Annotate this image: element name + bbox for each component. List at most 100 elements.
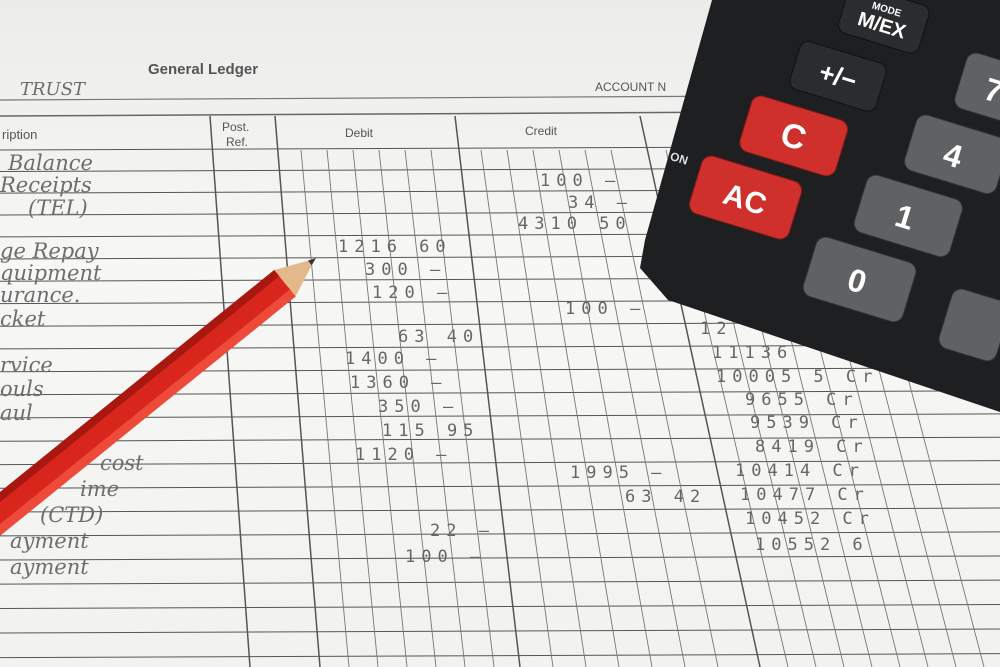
- credit-entry: 34 —: [568, 193, 633, 213]
- header-credit: Credit: [525, 124, 558, 138]
- description-entry: Receipts: [0, 173, 92, 197]
- description-entry: ayment: [10, 555, 89, 579]
- description-entry: ge Repay: [0, 239, 100, 263]
- clear-key[interactable]: C: [737, 94, 850, 179]
- key-1[interactable]: 1: [852, 173, 965, 260]
- debit-entry: 350 —: [378, 397, 459, 417]
- row-line: [0, 413, 1000, 419]
- calculator: MODE M/EX +/− C AC ON 7 4: [640, 0, 1000, 412]
- description-entry: Balance: [7, 151, 93, 175]
- description-entry: ouls: [0, 377, 44, 401]
- debit-entry: 1400 —: [345, 349, 442, 369]
- row-line: [0, 555, 1000, 561]
- balance-entry: 8419 Cr: [755, 437, 869, 457]
- ledger-grid: [0, 95, 1000, 667]
- row-line: [0, 436, 1000, 442]
- description-entry: urance.: [0, 283, 80, 307]
- credit-entry: 100 —: [565, 299, 646, 319]
- row-line: [0, 460, 1000, 466]
- credit-entry: 1995 —: [570, 463, 667, 483]
- account-number-label: ACCOUNT N: [595, 80, 666, 94]
- balance-entry: 9655 Cr: [745, 390, 859, 410]
- key-decimal[interactable]: [937, 287, 1000, 364]
- balance-entry: 11136: [712, 343, 793, 363]
- row-line: [0, 653, 1000, 659]
- pencil-graphite-tip: [307, 258, 316, 266]
- balance-entry: 12: [700, 319, 732, 339]
- debit-entry: 1120 —: [355, 445, 452, 465]
- account-name: TRUST: [20, 79, 87, 100]
- all-clear-key[interactable]: AC: [687, 154, 804, 242]
- pencil-wood-tip: [274, 260, 312, 297]
- debit-column: 1216 60 300 — 120 — 63 40 1400 — 1360 — …: [338, 237, 495, 567]
- description-column: Balance Receipts (TEL) ge Repay quipment…: [0, 151, 144, 579]
- digit-line: [584, 149, 686, 667]
- debit-entry: 1216 60: [338, 237, 452, 257]
- red-pencil: [0, 258, 316, 561]
- description-entry: quipment: [0, 261, 102, 285]
- row-line: [0, 579, 1000, 585]
- debit-entry: 115 95: [382, 421, 479, 441]
- key-7[interactable]: 7: [952, 51, 1000, 133]
- header-rule: [0, 95, 761, 101]
- digit-line: [558, 149, 653, 667]
- debit-entry: 1360 —: [350, 373, 447, 393]
- digit-line: [300, 149, 350, 667]
- sign-toggle-key[interactable]: +/−: [788, 39, 889, 113]
- digit-line: [480, 149, 554, 667]
- digit-line: [506, 149, 587, 667]
- debit-entry: 120 —: [372, 283, 453, 303]
- balance-column: 12 11136 10005 5 Cr 9655 Cr 9539 Cr 8419…: [700, 319, 878, 555]
- digit-line: [352, 149, 408, 667]
- description-entry: ime: [80, 477, 119, 501]
- digit-line: [610, 149, 719, 667]
- ledger-title: General Ledger: [148, 61, 258, 78]
- row-line: [0, 507, 1000, 513]
- digit-line: [404, 149, 466, 667]
- row-line: [0, 604, 1000, 609]
- header-description: ription: [2, 127, 37, 142]
- row-line: [0, 628, 1000, 634]
- key-4[interactable]: 4: [902, 113, 1000, 197]
- balance-entry: 9539 Cr: [750, 413, 864, 433]
- debit-entry: 100 —: [405, 547, 486, 567]
- debit-entry: 63 40: [398, 327, 479, 347]
- digit-line: [326, 149, 379, 667]
- balance-entry: 10414 Cr: [735, 461, 865, 481]
- credit-column: 100 — 34 — 4310 50 100 — 1995 — 63 42: [518, 171, 706, 507]
- credit-entry: 63 42: [625, 487, 706, 507]
- pencil-body: [0, 269, 296, 561]
- header-rule: [0, 111, 761, 117]
- debit-entry: 22 —: [430, 521, 495, 541]
- header-debit: Debit: [345, 126, 374, 140]
- balance-entry: 10005 5 Cr: [716, 367, 878, 387]
- mode-mex-key[interactable]: MODE M/EX: [836, 0, 931, 55]
- digit-line: [378, 149, 437, 667]
- on-label: ON: [668, 149, 689, 168]
- description-entry: cost: [100, 451, 144, 475]
- description-entry: ayment: [10, 529, 89, 553]
- balance-entry: 10552 6: [755, 535, 869, 555]
- balance-entry: 10477 Cr: [740, 485, 870, 505]
- column-divider: [209, 115, 251, 667]
- header-post-ref-1: Post.: [222, 120, 249, 134]
- digit-line: [532, 149, 620, 667]
- debit-entry: 300 —: [365, 260, 446, 280]
- calculator-body: [640, 0, 1000, 412]
- header-post-ref-2: Ref.: [226, 135, 248, 149]
- pencil-highlight: [0, 289, 296, 561]
- balance-entry: 10452 Cr: [745, 509, 875, 529]
- column-divider: [274, 115, 321, 667]
- row-line: [0, 531, 1000, 537]
- row-line: [0, 483, 1000, 489]
- description-entry: (TEL): [28, 196, 88, 220]
- description-entry: cket: [0, 307, 46, 331]
- column-divider: [454, 115, 521, 667]
- credit-entry: 4310 50: [518, 214, 632, 234]
- description-entry: rvice: [0, 353, 53, 377]
- description-entry: (CTD): [40, 503, 103, 527]
- description-entry: aul: [0, 401, 33, 425]
- key-0[interactable]: 0: [801, 235, 919, 325]
